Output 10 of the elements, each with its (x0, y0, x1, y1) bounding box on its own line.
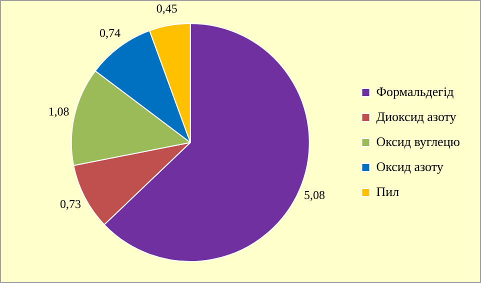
data-label: 1,08 (48, 104, 70, 118)
data-label: 0,73 (60, 196, 82, 211)
data-label: 0,45 (156, 2, 178, 16)
legend-label: Оксид вуглецю (376, 134, 460, 149)
data-label: 5,08 (304, 188, 325, 202)
data-label: 0,74 (100, 26, 120, 40)
legend-label: Пил (376, 184, 400, 199)
legend-label: Оксид азоту (376, 158, 444, 174)
legend-label: Диоксид азоту (376, 108, 457, 124)
legend-label: Формальдегід (376, 84, 454, 99)
